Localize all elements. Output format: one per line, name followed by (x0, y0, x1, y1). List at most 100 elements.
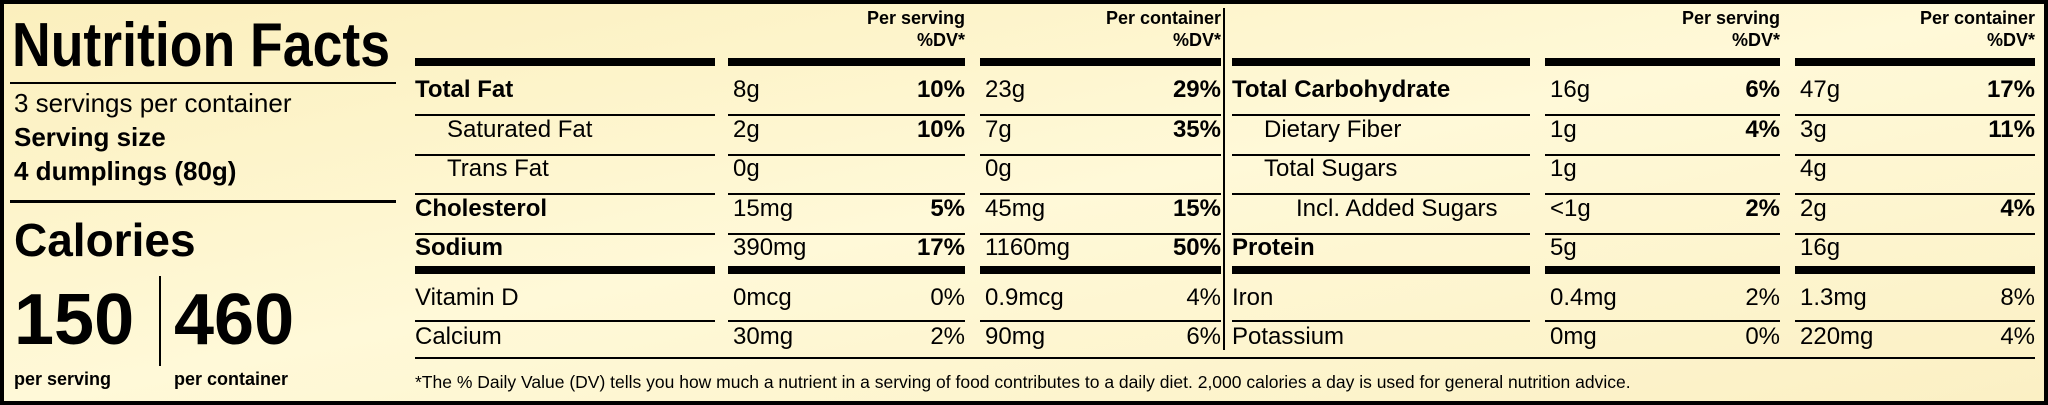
divider (159, 276, 161, 366)
row-rule (1795, 193, 2035, 195)
row-rule (728, 233, 965, 235)
amount: 4g (1800, 155, 1827, 182)
row-rule (415, 233, 715, 235)
nutrient-name: Sodium (415, 234, 503, 261)
amount: 0g (733, 155, 760, 182)
daily-value: 35% (1173, 116, 1221, 143)
thick-rule (415, 266, 715, 274)
calories-amount: 150 (14, 280, 134, 360)
amount: 23g (985, 76, 1025, 103)
thick-rule (728, 266, 965, 274)
nutrient-name: Total Sugars (1264, 155, 1397, 182)
row-rule (980, 154, 1221, 156)
amount: 1g (1550, 155, 1577, 182)
amount: 16g (1800, 234, 1840, 261)
daily-value: 10% (917, 76, 965, 103)
amount: 7g (985, 116, 1012, 143)
amount: 1.3mg (1800, 284, 1867, 311)
column-header: %DV* (1173, 30, 1221, 50)
row-rule (728, 154, 965, 156)
daily-value: 29% (1173, 76, 1221, 103)
calories-unit: per container (174, 369, 288, 389)
daily-value: 4% (2000, 323, 2035, 350)
nutrient-name: Cholesterol (415, 195, 547, 222)
row-rule (415, 320, 715, 322)
daily-value: 50% (1173, 234, 1221, 261)
column-header: Per container (1106, 8, 1221, 28)
divider (10, 200, 396, 203)
amount: 390mg (733, 234, 806, 261)
amount: 5g (1550, 234, 1577, 261)
daily-value: 0% (1745, 323, 1780, 350)
daily-value: 0% (930, 284, 965, 311)
column-header: %DV* (1732, 30, 1780, 50)
nutrient-name: Total Fat (415, 76, 513, 103)
amount: 0mcg (733, 284, 792, 311)
title: Nutrition Facts (12, 11, 390, 80)
divider (415, 357, 2035, 359)
nutrient-name: Dietary Fiber (1264, 116, 1401, 143)
nutrient-name: Potassium (1232, 323, 1344, 350)
daily-value: 15% (1173, 195, 1221, 222)
column-header: %DV* (917, 30, 965, 50)
row-rule (1545, 320, 1780, 322)
row-rule (1545, 154, 1780, 156)
amount: 15mg (733, 195, 793, 222)
amount: 8g (733, 76, 760, 103)
daily-value: 4% (1745, 116, 1780, 143)
nutrient-name: Calcium (415, 323, 502, 350)
thick-rule (1795, 58, 2035, 66)
daily-value: 8% (2000, 284, 2035, 311)
row-rule (728, 193, 965, 195)
serving-size-label: Serving size (14, 122, 166, 152)
servings: 3 servings per container (14, 88, 292, 118)
row-rule (980, 233, 1221, 235)
daily-value: 4% (1186, 284, 1221, 311)
thick-rule (1795, 266, 2035, 274)
amount: 30mg (733, 323, 793, 350)
daily-value: 6% (1745, 76, 1780, 103)
row-rule (980, 114, 1221, 116)
thick-rule (980, 58, 1221, 66)
row-rule (415, 193, 715, 195)
amount: 3g (1800, 116, 1827, 143)
row-rule (980, 193, 1221, 195)
daily-value: 2% (1745, 195, 1780, 222)
amount: 1160mg (985, 234, 1070, 261)
column-header: Per container (1920, 8, 2035, 28)
footnote: *The % Daily Value (DV) tells you how mu… (415, 372, 1631, 392)
column-header: Per serving (867, 8, 965, 28)
thick-rule (415, 58, 715, 66)
nutrient-name: Trans Fat (447, 155, 549, 182)
column-header: Per serving (1682, 8, 1780, 28)
amount: 220mg (1800, 323, 1873, 350)
divider (10, 82, 396, 84)
amount: 0.9mcg (985, 284, 1064, 311)
nutrient-name: Protein (1232, 234, 1315, 261)
amount: 0mg (1550, 323, 1597, 350)
thick-rule (728, 58, 965, 66)
daily-value: 2% (1745, 284, 1780, 311)
row-rule (1232, 114, 1530, 116)
thick-rule (980, 266, 1221, 274)
nutrient-name: Incl. Added Sugars (1296, 195, 1497, 222)
nutrient-name: Iron (1232, 284, 1273, 311)
daily-value: 17% (917, 234, 965, 261)
divider (1223, 8, 1225, 350)
amount: 90mg (985, 323, 1045, 350)
row-rule (1232, 233, 1530, 235)
row-rule (1232, 193, 1530, 195)
thick-rule (1545, 58, 1780, 66)
row-rule (1545, 193, 1780, 195)
row-rule (415, 114, 715, 116)
daily-value: 10% (917, 116, 965, 143)
row-rule (1795, 233, 2035, 235)
nutrient-name: Total Carbohydrate (1232, 76, 1450, 103)
row-rule (980, 320, 1221, 322)
amount: 1g (1550, 116, 1577, 143)
row-rule (1795, 320, 2035, 322)
calories-label: Calories (14, 214, 196, 266)
row-rule (1232, 154, 1530, 156)
calories-unit: per serving (14, 369, 111, 389)
amount: 0.4mg (1550, 284, 1617, 311)
